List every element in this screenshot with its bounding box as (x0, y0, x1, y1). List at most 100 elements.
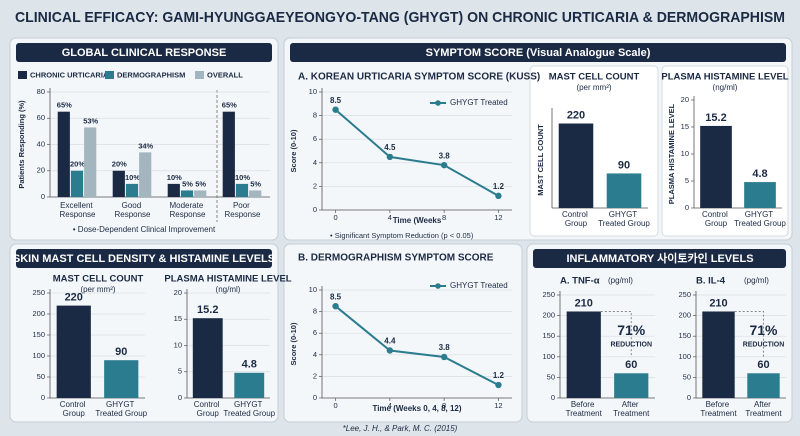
value-label: 15.2 (197, 304, 218, 316)
point (440, 161, 448, 169)
bar (702, 311, 735, 398)
bar (235, 183, 249, 197)
value-label: 220 (567, 109, 585, 121)
bar (747, 373, 780, 398)
value-label: 60 (757, 359, 769, 371)
point (440, 353, 448, 361)
value-label: 34% (138, 141, 153, 150)
bar (566, 311, 601, 398)
bar (180, 190, 194, 197)
bar (744, 182, 776, 208)
value-label: 20% (112, 160, 127, 169)
y-tick-label: 50 (37, 372, 45, 381)
y-tick-label: 50 (683, 372, 691, 381)
reduction-value: 71% (749, 322, 778, 338)
y-tick-label: 50 (547, 372, 555, 381)
value-label: 8.5 (330, 292, 342, 301)
bar (104, 360, 139, 398)
y-tick-label: 100 (678, 352, 691, 361)
bar (606, 173, 642, 208)
y-tick-label: 4 (313, 350, 317, 359)
chart-unit: (pg/ml) (608, 276, 633, 285)
y-tick-label: 8 (313, 307, 317, 316)
chart-title: PLASMA HISTAMINE LEVEL (164, 274, 291, 285)
legend-label: GHYGT Treated (450, 281, 508, 290)
x-tick-label: 4 (388, 401, 392, 410)
y-tick-label: 15 (681, 122, 689, 131)
reduction-value: 71% (617, 322, 646, 338)
x-tick-label: GHYGT Treated Group (734, 210, 786, 228)
x-tick-label: 12 (494, 401, 502, 410)
y-tick-label: 200 (32, 309, 45, 318)
y-tick-label: 5 (178, 367, 182, 376)
x-tick-label: 8 (442, 213, 446, 222)
bar (234, 372, 265, 398)
value-label: 20% (70, 160, 85, 169)
value-label: 1.2 (493, 182, 505, 191)
value-label: 90 (115, 346, 127, 358)
value-label: 5% (195, 179, 206, 188)
bar (700, 125, 732, 208)
panel-title: INFLAMMATORY 사이토카인 LEVELS (566, 251, 753, 265)
value-label: 4.8 (242, 359, 257, 371)
y-tick-label: 0 (41, 393, 45, 402)
x-tick-label: Excellent Response (59, 201, 96, 219)
chart-title: PLASMA HISTAMINE LEVEL (661, 72, 788, 83)
y-tick-label: 8 (313, 111, 317, 120)
bar (558, 123, 594, 208)
value-label: 53% (83, 116, 98, 125)
bar (614, 373, 649, 398)
reduction-label: REDUCTION (743, 341, 785, 348)
value-label: 3.8 (439, 343, 451, 352)
value-label: 60 (625, 359, 637, 371)
value-label: 65% (222, 101, 237, 110)
panel-title: SYMPTOM SCORE (Visual Analogue Scale) (426, 47, 651, 59)
y-tick-label: 0 (313, 393, 317, 402)
value-label: 5% (182, 179, 193, 188)
point (386, 347, 394, 354)
x-tick-label: 0 (333, 401, 337, 410)
chart-title: B. IL-4 (696, 276, 726, 287)
bar (249, 190, 262, 197)
chart-unit: (ng/ml) (216, 285, 241, 294)
value-label: 220 (65, 292, 83, 304)
y-axis-label: PLASMA HISTAMINE LEVEL (667, 103, 676, 204)
chart-unit: (per mm²) (80, 285, 115, 294)
bar (139, 152, 152, 197)
panel-title: SKIN MAST CELL DENSITY & HISTAMINE LEVEL… (13, 253, 275, 265)
x-tick-label: Before Treatment (566, 400, 603, 418)
y-axis-label: MAST CELL COUNT (536, 124, 545, 196)
x-tick-label: Moderate Response (169, 201, 206, 219)
legend-swatch (195, 71, 204, 79)
chart-title: A. TNF-α (560, 276, 600, 287)
x-tick-label: Control Group (194, 400, 222, 418)
value-label: 8.5 (330, 96, 342, 105)
value-label: 15.2 (705, 112, 726, 124)
legend-label: OVERALL (207, 70, 243, 79)
x-axis-label: Time (Weeks (393, 216, 442, 225)
point (495, 192, 502, 200)
bar (192, 318, 223, 398)
legend-label: CHRONIC URTICARIA (30, 70, 109, 79)
chart-title: A. KOREAN URTICARIA SYMPTOM SCORE (KUSS) (298, 72, 540, 83)
panel-header (16, 43, 272, 62)
y-tick-label: 2 (313, 371, 317, 380)
value-label: 10% (235, 173, 250, 182)
x-tick-label: Before Treatment (700, 400, 737, 418)
bar (84, 127, 97, 197)
panel-header (533, 249, 786, 268)
y-tick-label: 60 (37, 113, 45, 122)
y-tick-label: 0 (313, 205, 317, 214)
y-tick-label: 0 (41, 192, 45, 201)
reduction-arrow (734, 310, 764, 358)
y-tick-label: 0 (178, 393, 182, 402)
y-tick-label: 40 (37, 139, 45, 148)
x-tick-label: After Treatment (745, 400, 782, 418)
chart-unit: (ng/ml) (713, 83, 738, 92)
y-tick-label: 5 (685, 176, 689, 185)
legend-swatch (105, 71, 114, 79)
value-label: 5% (250, 179, 261, 188)
y-tick-label: 0 (551, 393, 555, 402)
y-tick-label: 250 (678, 290, 691, 299)
